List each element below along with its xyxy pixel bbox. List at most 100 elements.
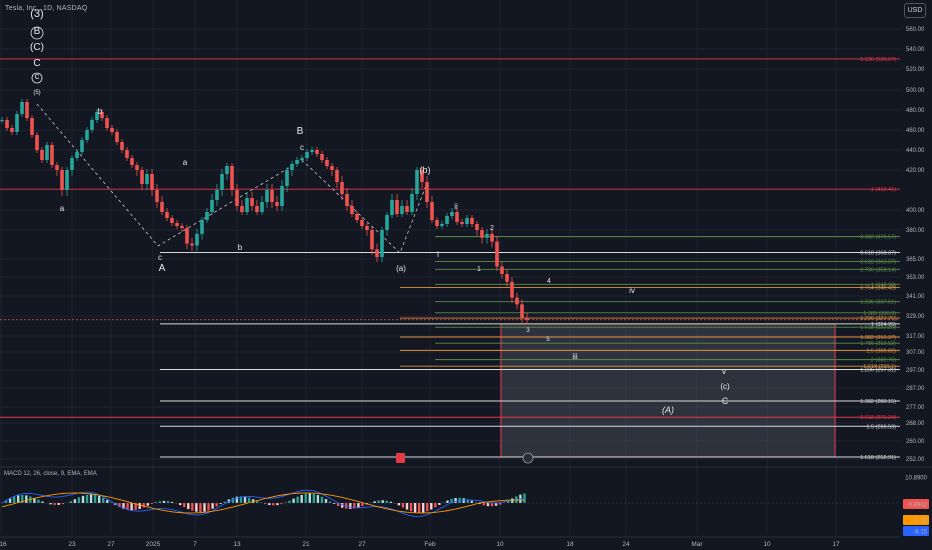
macd-histogram-bar — [179, 503, 182, 506]
macd-histogram-bar — [320, 496, 324, 503]
wave-label: iii — [572, 352, 578, 361]
candle-body — [395, 200, 399, 214]
candle-body — [270, 190, 274, 202]
wave-circle — [31, 72, 43, 84]
macd-histogram-bar — [304, 493, 307, 503]
macd-histogram-bar — [438, 503, 441, 505]
macd-histogram-bar — [223, 501, 226, 503]
fib-label: 2 (302.76) — [871, 358, 896, 364]
macd-histogram-bar — [85, 494, 89, 503]
candle-body — [200, 220, 204, 234]
macd-histogram-bar — [251, 499, 255, 503]
candle-body — [330, 166, 334, 170]
macd-histogram-bar — [98, 495, 101, 503]
candle-body — [160, 202, 164, 212]
wave-labels: (3)B(C)Cc(5)baacAbBc(b)ii(a)i214iv35iiiv… — [30, 8, 730, 464]
candle-body — [75, 152, 79, 158]
fib-label: 0.618 (363.37) — [860, 259, 896, 265]
macd-value: -8.15 — [913, 530, 927, 536]
fib-label: 1.382 (280.15) — [860, 399, 896, 405]
macd-histogram-bar — [328, 501, 332, 503]
fib-label: 1.236 (337.61) — [860, 300, 896, 306]
candle-body — [365, 226, 369, 230]
candle-body — [215, 190, 219, 200]
candle-body — [420, 170, 424, 182]
macd-histogram-bar — [73, 499, 77, 503]
grid — [0, 0, 900, 535]
candle-body — [5, 120, 9, 128]
fib-label: 1.382 (330.9) — [863, 311, 896, 317]
macd-value: 10.8900 — [905, 476, 927, 482]
candle-body — [325, 160, 329, 166]
wave-label: iv — [629, 286, 635, 295]
candle-body — [370, 230, 374, 250]
candle-body — [100, 112, 104, 118]
macd-histogram-bar — [397, 503, 401, 506]
x-tick-label: 27 — [358, 541, 366, 548]
candle-body — [180, 226, 184, 228]
fib-label: 0.382 (376.57) — [860, 235, 896, 241]
fib-label: 1.786 (312.52) — [860, 341, 896, 347]
candle-body — [15, 114, 19, 132]
macd-histogram-bar — [288, 500, 291, 503]
y-axis: 560.00 540.00 520.00 500.00 480.00 460.00 440.… — [900, 0, 932, 550]
macd-histogram-bar — [17, 495, 20, 503]
currency-button[interactable]: USD — [904, 3, 926, 18]
macd-histogram-bar — [195, 503, 198, 512]
candle-body — [185, 228, 189, 244]
candle-body — [360, 220, 364, 226]
candle-body — [290, 164, 294, 170]
candle-body — [390, 200, 394, 215]
symbol-title[interactable]: Tesla, Inc., 1D, NASDAQ — [5, 5, 88, 12]
x-tick-label: 10 — [763, 541, 771, 548]
macd-value: -0.8902 — [907, 503, 928, 509]
y-tick-label: 500.00 — [906, 88, 925, 94]
candle-body — [315, 150, 319, 154]
macd-histogram-bar — [498, 503, 502, 505]
candle-body — [20, 102, 24, 114]
wave-label: ii — [454, 202, 458, 211]
candle-body — [190, 243, 194, 246]
candle-body — [455, 212, 459, 222]
macd-histogram-bar — [276, 503, 279, 506]
wave-label: B — [34, 26, 41, 37]
macd-histogram-bar — [130, 503, 133, 511]
wave-label: 2 — [490, 225, 494, 232]
macd-histogram-bar — [93, 494, 97, 503]
macd-label: MACD 12, 26, close, 9, EMA, EMA — [4, 471, 97, 477]
y-tick-label: 560.00 — [906, 27, 925, 33]
fib-label: 1.236 (327.75) — [860, 316, 896, 322]
candle-body — [480, 230, 484, 238]
macd-histogram-bar — [21, 495, 24, 503]
candle-body — [45, 145, 49, 160]
macd-histogram-bar — [332, 503, 336, 504]
y-tick-label: 317.00 — [906, 334, 925, 340]
candle-body — [510, 281, 514, 298]
candle-body — [355, 214, 359, 220]
macd-histogram-bar — [466, 499, 469, 503]
candle-body — [220, 174, 224, 190]
macd-histogram-bar — [203, 503, 206, 512]
fib-label: 1 (410.41) — [871, 187, 896, 193]
macd-histogram-bar — [61, 503, 64, 505]
price-series: 326.75 — [0, 99, 928, 326]
candle-body — [55, 165, 59, 170]
candle-body — [90, 120, 94, 130]
wave-label: a — [183, 158, 188, 167]
macd-histogram-bar — [81, 495, 85, 503]
macd-histogram-bar — [89, 494, 93, 503]
wave-label: a — [60, 204, 65, 213]
macd-histogram-bar — [215, 503, 218, 507]
candle-body — [85, 130, 89, 140]
event-badge — [396, 453, 405, 463]
macd-histogram-bar — [183, 503, 186, 508]
macd-histogram-bar — [154, 502, 158, 503]
candle-body — [115, 132, 119, 142]
candle-body — [140, 170, 144, 184]
fib-label: 1.5 (266.53) — [866, 424, 896, 430]
candle-body — [470, 218, 474, 224]
macd-histogram-bar — [474, 502, 478, 503]
macd-histogram-bar — [247, 497, 251, 503]
macd-value-bg — [903, 515, 929, 525]
x-tick-label: 18 — [566, 541, 574, 548]
